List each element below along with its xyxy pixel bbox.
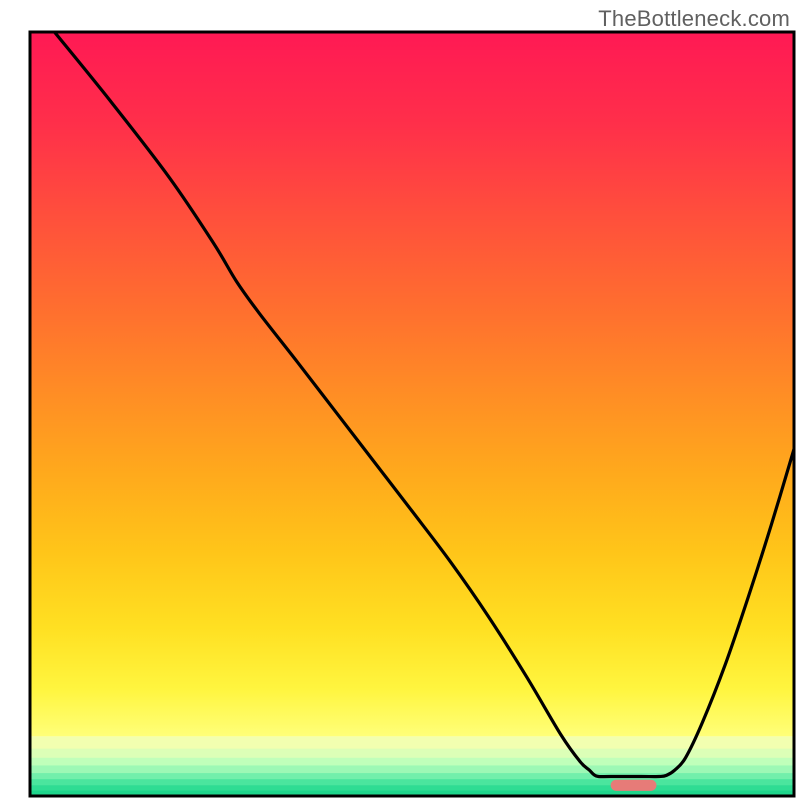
heat-gradient [30, 32, 794, 736]
heat-band [30, 779, 794, 786]
heat-band [30, 773, 794, 780]
optimal-marker [611, 780, 657, 791]
heat-band [30, 736, 794, 749]
heat-band [30, 749, 794, 759]
chart-svg [0, 0, 800, 800]
bottleneck-chart: TheBottleneck.com [0, 0, 800, 800]
heat-band [30, 785, 794, 791]
